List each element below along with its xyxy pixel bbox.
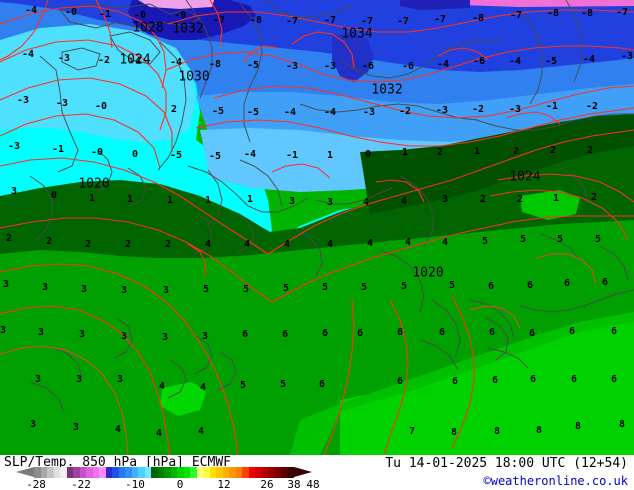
colorbar-swatch (196, 467, 203, 478)
colorbar-swatch (86, 467, 93, 478)
colorbar-swatch (235, 467, 242, 478)
colorbar-swatch (118, 467, 125, 478)
isobars-lower-layer (0, 253, 597, 455)
colorbar-swatch (274, 467, 281, 478)
colorbar-tick-labels: -28 -22 -10 0 12 26 38 48 (0, 478, 320, 490)
fill-blob-navy-center (332, 32, 374, 82)
fill-band-brightgreen (340, 320, 634, 455)
copyright-notice[interactable]: ©weatheronline.co.uk (483, 474, 629, 488)
colorbar-swatch (203, 467, 210, 478)
colorbar-swatch (60, 467, 67, 478)
colorbar-swatch (216, 467, 223, 478)
colorbar-swatch (125, 467, 132, 478)
colorbar-tick-label: 48 (306, 478, 320, 490)
colorbar-swatch (131, 467, 138, 478)
weather-map-canvas[interactable]: -4 -0 -1 -0 -9 -7 -8 -7 -7 -7 -7 -7 -8 -7 -8 -8 -7 -4 -3 -2… (0, 0, 634, 455)
coastlines-layer (29, 0, 634, 413)
colorbar[interactable] (8, 467, 312, 478)
colorbar-tick-label: 26 (260, 478, 274, 490)
colorbar-swatch (248, 467, 255, 478)
colorbar-swatch (261, 467, 268, 478)
colorbar-tick-label: -22 (71, 478, 91, 490)
fill-strip-pink (138, 0, 214, 9)
colorbar-swatch (281, 467, 288, 478)
colorbar-swatch (255, 467, 262, 478)
colorbar-tick-label: 12 (217, 478, 231, 490)
legend-title: SLP/Temp. 850 hPa [hPa] ECMWF (4, 455, 231, 470)
colorbar-swatch (151, 467, 158, 478)
colorbar-swatch (190, 467, 197, 478)
colorbar-tick-label: 0 (176, 478, 184, 490)
fill-strip-pink-right (430, 0, 634, 7)
colorbar-swatch (170, 467, 177, 478)
colorbar-max-arrow-icon (294, 467, 312, 477)
colorbar-swatch (287, 467, 294, 478)
colorbar-min-arrow-icon (16, 467, 34, 477)
colorbar-swatch (177, 467, 184, 478)
colorbar-swatch (183, 467, 190, 478)
colorbar-swatch (53, 467, 60, 478)
colorbar-swatch (105, 467, 112, 478)
colorbar-swatch (79, 467, 86, 478)
colorbar-tick-label: -28 (26, 478, 46, 490)
colorbar-swatches[interactable] (34, 467, 294, 478)
colorbar-swatch (229, 467, 236, 478)
colorbar-swatch (66, 467, 73, 478)
colorbar-swatch (164, 467, 171, 478)
colorbar-swatch (99, 467, 106, 478)
colorbar-swatch (138, 467, 145, 478)
colorbar-swatch (242, 467, 249, 478)
colorbar-swatch (40, 467, 47, 478)
colorbar-tick-label: 38 (287, 478, 301, 490)
fill-blob-navy-left (128, 0, 256, 40)
isobars-layer (0, 0, 634, 455)
colorbar-swatch (222, 467, 229, 478)
map-footer: SLP/Temp. 850 hPa [hPa] ECMWF -28 -22 -10 0… (0, 455, 634, 490)
fill-pocket-green-1 (160, 382, 206, 416)
colorbar-swatch (47, 467, 54, 478)
fill-strip-violet-right (400, 0, 470, 10)
colorbar-swatch (268, 467, 275, 478)
fill-pocket-green-2 (520, 190, 580, 220)
map-raster (0, 0, 634, 455)
colorbar-swatch (144, 467, 151, 478)
colorbar-swatch (209, 467, 216, 478)
colorbar-swatch (92, 467, 99, 478)
fill-band-lightcyan (0, 24, 196, 142)
fill-band-brightgreen2 (290, 312, 634, 455)
colorbar-swatch (34, 467, 41, 478)
colorbar-swatch (157, 467, 164, 478)
colorbar-tick-label: -10 (125, 478, 145, 490)
model-run-info: Tu 14-01-2025 18:00 UTC (12+54) (385, 456, 628, 471)
colorbar-swatch (112, 467, 119, 478)
colorbar-swatch (73, 467, 80, 478)
